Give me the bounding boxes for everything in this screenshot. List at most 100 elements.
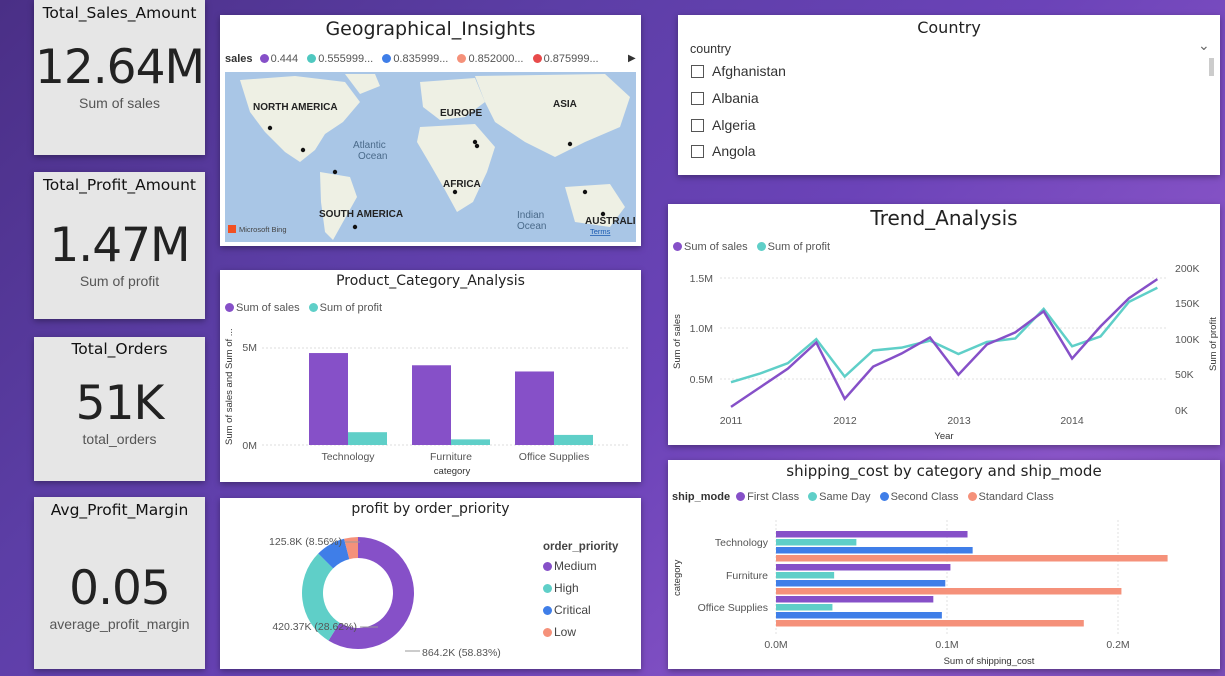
- bar-profit: [451, 439, 490, 445]
- geo-legend: sales 0.444 0.555999... 0.835999... 0.85…: [225, 53, 605, 65]
- bar-second-class: [776, 547, 973, 554]
- legend-item[interactable]: Sum of sales: [673, 241, 748, 253]
- continent-label: NORTH AMERICA: [253, 102, 338, 113]
- kpi-value: 1.47M: [49, 218, 190, 273]
- bar-first-class: [776, 531, 968, 538]
- donut-slice-critical: [318, 538, 350, 569]
- bar-second-class: [776, 612, 942, 619]
- y-tick: 1.5M: [690, 273, 713, 285]
- shipping-panel[interactable]: shipping_cost by category and ship_mode …: [668, 460, 1220, 669]
- country-slicer[interactable]: Country country ⌄ Afghanistan Albania Al…: [678, 15, 1220, 175]
- legend-dot: [225, 303, 234, 312]
- x-tick: 2014: [1060, 415, 1084, 427]
- land-north-america: [240, 76, 360, 162]
- checkbox[interactable]: [691, 92, 704, 105]
- legend-title: order_priority: [543, 541, 619, 553]
- bing-logo-icon: [228, 225, 236, 233]
- trend-title: Trend_Analysis: [870, 206, 1018, 230]
- x-axis-title: category: [434, 466, 471, 477]
- y2-tick: 100K: [1175, 334, 1200, 346]
- slicer-item[interactable]: Angola: [691, 143, 756, 159]
- slicer-item[interactable]: Algeria: [691, 117, 756, 133]
- donut-slice-high: [302, 553, 340, 641]
- legend-dot: [673, 242, 682, 251]
- legend-item[interactable]: Sum of profit: [308, 302, 383, 314]
- ocean-label: Atlantic: [353, 140, 386, 151]
- kpi-label: Sum of sales: [79, 95, 160, 111]
- legend-item[interactable]: Sum of sales: [225, 302, 300, 314]
- bar-sales: [309, 353, 348, 445]
- geo-legend-item[interactable]: 0.555999...: [307, 53, 373, 65]
- map-point: [474, 143, 480, 149]
- shipping-legend: ship_mode First Class Same Day Second Cl…: [672, 491, 1060, 503]
- legend-item[interactable]: Critical: [543, 603, 618, 617]
- product-category-panel[interactable]: Product_Category_Analysis Sum of sales S…: [220, 270, 641, 482]
- legend-item[interactable]: Standard Class: [967, 491, 1054, 503]
- trend-panel[interactable]: Trend_Analysis Sum of sales Sum of profi…: [668, 204, 1220, 445]
- y2-tick: 200K: [1175, 263, 1200, 275]
- slicer-item-label: Afghanistan: [712, 63, 786, 79]
- checkbox[interactable]: [691, 119, 704, 132]
- scrollbar[interactable]: [1209, 58, 1214, 76]
- legend-item[interactable]: Second Class: [879, 491, 959, 503]
- x-tick: 0.0M: [764, 639, 787, 651]
- bar-standard-class: [776, 555, 1168, 562]
- legend-dot: [543, 606, 552, 615]
- map-point: [267, 125, 273, 131]
- kpi-value: 0.05: [69, 561, 171, 616]
- y2-tick: 150K: [1175, 298, 1200, 310]
- legend-item[interactable]: Medium: [543, 559, 618, 573]
- legend-next-icon[interactable]: ▶: [628, 53, 636, 64]
- ocean-label: Ocean: [517, 221, 546, 232]
- legend-label: Same Day: [819, 491, 871, 503]
- checkbox[interactable]: [691, 145, 704, 158]
- legend-label: Medium: [554, 559, 597, 573]
- land-south-america: [320, 172, 357, 240]
- bar-second-class: [776, 580, 946, 587]
- geo-legend-item[interactable]: 0.835999...: [382, 53, 448, 65]
- slicer-item[interactable]: Afghanistan: [691, 63, 786, 79]
- kpi-card-profit[interactable]: Total_Profit_Amount 1.47M Sum of profit: [34, 172, 205, 319]
- legend-label: Critical: [554, 603, 591, 617]
- y2-axis-title: Sum of profit: [1208, 317, 1219, 371]
- legend-item[interactable]: Low: [543, 625, 618, 639]
- map-point: [600, 211, 606, 217]
- kpi-card-margin[interactable]: Avg_Profit_Margin 0.05 average_profit_ma…: [34, 497, 205, 669]
- kpi-card-sales[interactable]: Total_Sales_Amount 12.64M Sum of sales: [34, 0, 205, 155]
- geo-legend-item[interactable]: 0.444: [259, 53, 298, 65]
- geo-map-panel[interactable]: Geographical_Insights sales 0.444 0.5559…: [220, 15, 641, 246]
- kpi-card-orders[interactable]: Total_Orders 51K total_orders: [34, 337, 205, 481]
- legend-item[interactable]: First Class: [736, 491, 799, 503]
- bar-same-day: [776, 604, 833, 611]
- line-sales: [730, 278, 1159, 408]
- y-axis-title: category: [672, 559, 683, 596]
- legend-dot: [382, 54, 392, 63]
- shipping-chart: Technology Furniture Office Supplies categ…: [672, 520, 1168, 667]
- legend-item[interactable]: High: [543, 581, 618, 595]
- world-map[interactable]: NORTH AMERICA EUROPE ASIA AFRICA SOUTH A…: [225, 72, 636, 242]
- chevron-down-icon[interactable]: ⌄: [1198, 37, 1210, 53]
- legend-label: Standard Class: [978, 491, 1054, 503]
- land-europe: [420, 78, 485, 120]
- legend-dot: [736, 492, 746, 501]
- legend-item[interactable]: Same Day: [808, 491, 871, 503]
- priority-panel[interactable]: profit by order_priority 125.8K (8.56%) …: [220, 498, 641, 669]
- geo-legend-item[interactable]: 0.852000...: [457, 53, 524, 65]
- legend-dot: [543, 562, 552, 571]
- land-asia: [475, 74, 630, 157]
- slicer-item[interactable]: Albania: [691, 90, 759, 106]
- y-axis-title: Sum of sales: [672, 314, 683, 369]
- continent-label: ASIA: [553, 99, 577, 110]
- map-point: [352, 224, 358, 230]
- y-tick: Furniture: [726, 570, 768, 582]
- legend-item[interactable]: Sum of profit: [756, 241, 830, 253]
- land-australia: [565, 184, 625, 227]
- bar-standard-class: [776, 588, 1122, 595]
- x-tick: Office Supplies: [519, 451, 589, 463]
- kpi-value: 12.64M: [34, 40, 205, 95]
- legend-label: Sum of profit: [319, 302, 383, 314]
- geo-legend-item[interactable]: 0.875999...: [532, 53, 599, 65]
- legend-label: Second Class: [890, 491, 959, 503]
- data-label: 420.37K (28.62%): [272, 621, 357, 633]
- checkbox[interactable]: [691, 65, 704, 78]
